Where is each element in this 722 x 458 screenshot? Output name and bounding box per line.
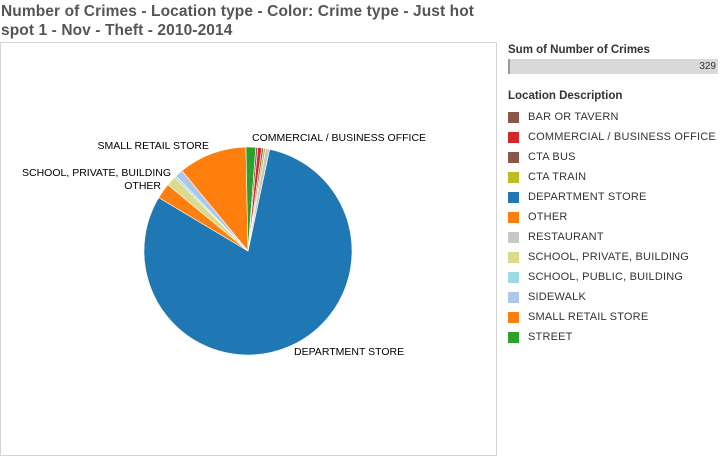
slice-label: COMMERCIAL / BUSINESS OFFICE — [252, 132, 426, 144]
legend-item[interactable]: RESTAURANT — [508, 227, 720, 247]
legend-swatch — [508, 191, 519, 203]
legend-item[interactable]: SMALL RETAIL STORE — [508, 307, 720, 327]
legend-item[interactable]: BAR OR TAVERN — [508, 107, 720, 127]
legend-swatch — [508, 291, 519, 303]
legend-item[interactable]: COMMERCIAL / BUSINESS OFFICE — [508, 127, 720, 147]
legend-item[interactable]: CTA BUS — [508, 147, 720, 167]
legend-label: BAR OR TAVERN — [528, 111, 619, 123]
legend-swatch — [508, 231, 519, 243]
legend-swatch — [508, 211, 519, 223]
slice-label: SCHOOL, PRIVATE, BUILDING — [22, 167, 171, 179]
size-legend-bar-fill — [508, 59, 510, 74]
legend-label: CTA BUS — [528, 151, 576, 163]
legend-label: SCHOOL, PUBLIC, BUILDING — [528, 271, 684, 283]
legend-label: STREET — [528, 331, 573, 343]
legend-item[interactable]: SCHOOL, PRIVATE, BUILDING — [508, 247, 720, 267]
pie-chart: COMMERCIAL / BUSINESS OFFICE DEPARTMENT S… — [22, 132, 426, 358]
legend-swatch — [508, 171, 519, 183]
legend-label: SMALL RETAIL STORE — [528, 311, 649, 323]
legend-label: SIDEWALK — [528, 291, 587, 303]
legend-swatch — [508, 151, 519, 163]
slice-label: SMALL RETAIL STORE — [98, 140, 209, 152]
color-legend-heading: Location Description — [508, 90, 623, 102]
size-legend-value: 329 — [699, 61, 716, 72]
size-legend-heading: Sum of Number of Crimes — [508, 44, 650, 56]
legend-label: RESTAURANT — [528, 231, 604, 243]
legend-item[interactable]: OTHER — [508, 207, 720, 227]
legend-swatch — [508, 131, 519, 143]
slice-label: DEPARTMENT STORE — [294, 346, 404, 358]
legend-item[interactable]: DEPARTMENT STORE — [508, 187, 720, 207]
legend-swatch — [508, 251, 519, 263]
color-legend-list: BAR OR TAVERN COMMERCIAL / BUSINESS OFFIC… — [508, 107, 720, 347]
legend-swatch — [508, 111, 519, 123]
pie-slice[interactable] — [143, 148, 353, 356]
size-legend-bar[interactable]: 329 — [508, 59, 718, 74]
legend-label: CTA TRAIN — [528, 171, 587, 183]
legend-item[interactable]: SCHOOL, PUBLIC, BUILDING — [508, 267, 720, 287]
slice-label: OTHER — [124, 180, 161, 192]
legend-label: DEPARTMENT STORE — [528, 191, 647, 203]
pie-slice[interactable] — [247, 148, 270, 252]
legend-label: SCHOOL, PRIVATE, BUILDING — [528, 251, 690, 263]
legend-item[interactable]: STREET — [508, 327, 720, 347]
legend-swatch — [508, 271, 519, 283]
legend-label: OTHER — [528, 211, 568, 223]
pie-slice[interactable] — [181, 146, 249, 252]
legend-label: COMMERCIAL / BUSINESS OFFICE — [528, 131, 716, 143]
legend-swatch — [508, 331, 519, 343]
chart-title: Number of Crimes - Location type - Color… — [1, 3, 475, 39]
legend-item[interactable]: CTA TRAIN — [508, 167, 720, 187]
pie-plot-area: COMMERCIAL / BUSINESS OFFICE DEPARTMENT S… — [0, 42, 497, 456]
legend-item[interactable]: SIDEWALK — [508, 287, 720, 307]
legend-panel: Sum of Number of Crimes 329 Location Des… — [508, 44, 720, 347]
legend-swatch — [508, 311, 519, 323]
